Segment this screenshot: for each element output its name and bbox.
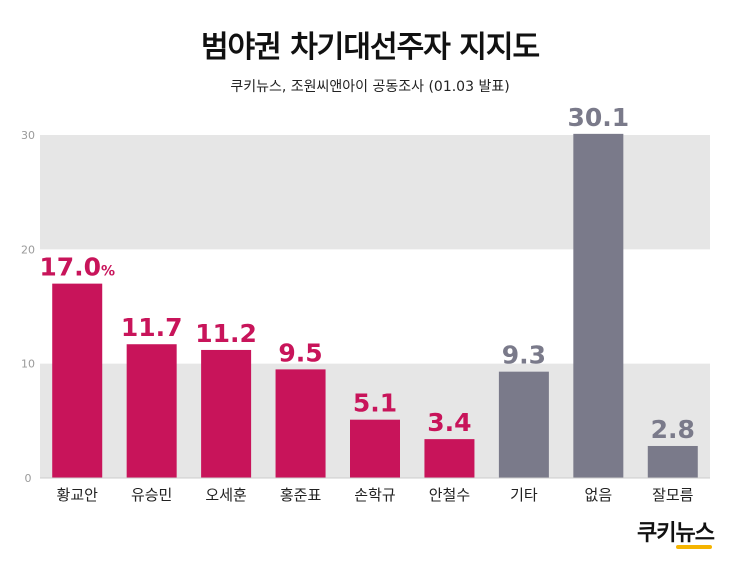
data-label: 11.2: [195, 319, 257, 348]
bar: [201, 349, 252, 478]
logo-underline: [676, 545, 712, 549]
x-tick-label: 오세훈: [205, 486, 246, 504]
chart-subtitle: 쿠키뉴스, 조원씨앤아이 공동조사 (01.03 발표): [230, 79, 510, 95]
bar: [647, 445, 698, 478]
x-tick-label: 잘모름: [652, 486, 694, 504]
y-tick-label: 10: [21, 358, 35, 371]
bar: [424, 439, 475, 478]
y-tick-label: 30: [21, 129, 35, 142]
x-tick-label: 유승민: [131, 486, 172, 504]
data-label: 9.3: [502, 341, 546, 370]
bar: [52, 283, 103, 478]
bar: [573, 133, 624, 478]
data-label: 17.0%: [39, 253, 115, 282]
data-label: 2.8: [651, 415, 695, 444]
bar: [275, 369, 326, 478]
x-tick-label: 손학규: [354, 486, 395, 504]
y-tick-label: 0: [25, 472, 32, 485]
x-tick-label: 황교안: [57, 486, 99, 504]
data-label: 9.5: [278, 338, 322, 367]
data-label: 3.4: [427, 408, 471, 437]
y-tick-label: 20: [21, 243, 35, 256]
data-label: 11.7: [121, 313, 183, 342]
x-tick-label: 안철수: [429, 486, 470, 504]
unit-label: %: [101, 264, 115, 280]
bar: [498, 371, 549, 478]
x-tick-label: 없음: [585, 486, 613, 504]
data-label: 5.1: [353, 389, 397, 418]
bar: [350, 419, 400, 478]
data-label: 30.1: [567, 103, 629, 132]
bar: [126, 344, 177, 478]
x-tick-label: 홍준표: [280, 486, 322, 504]
chart-title: 범야권 차기대선주자 지지도: [200, 30, 540, 65]
x-tick-label: 기타: [510, 486, 538, 504]
kookie-news-logo: 쿠키뉴스: [637, 521, 715, 546]
